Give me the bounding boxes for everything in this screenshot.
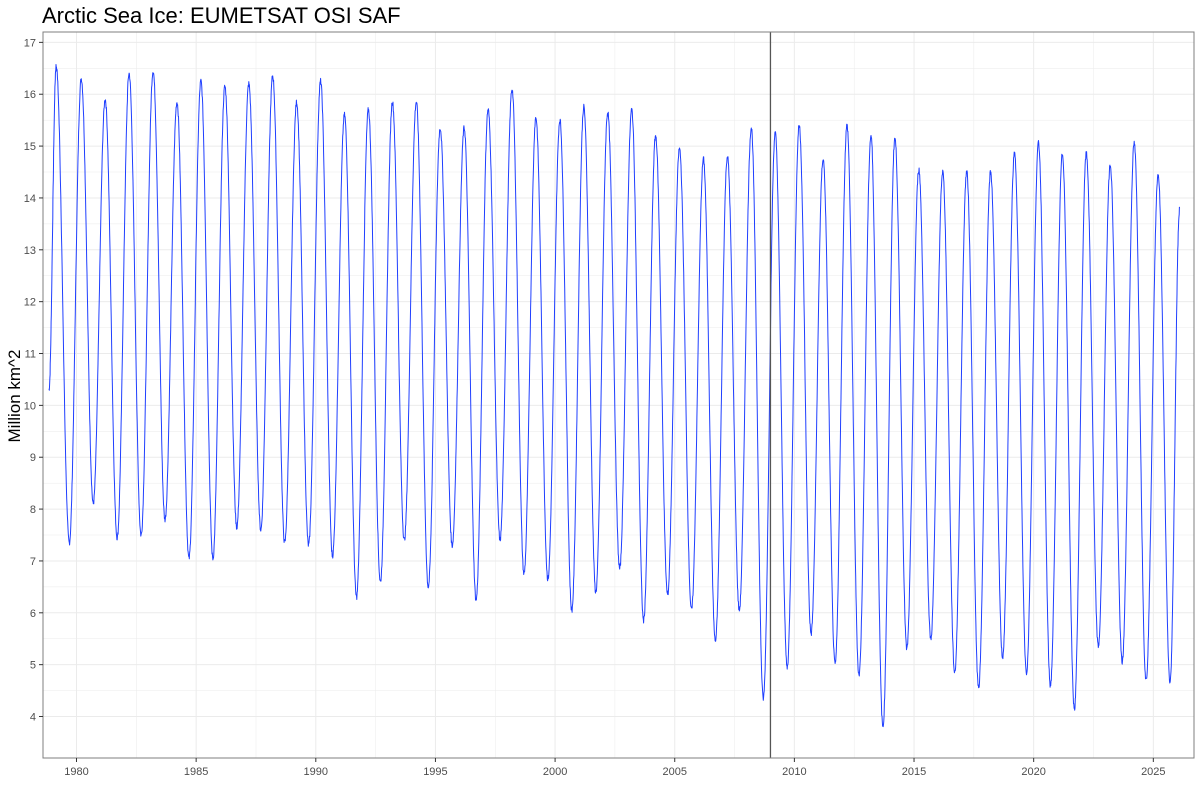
y-tick-label: 17 bbox=[24, 37, 36, 49]
x-tick-label: 2025 bbox=[1141, 766, 1165, 778]
y-axis-label: Million km^2 bbox=[5, 350, 24, 443]
major-gridlines bbox=[43, 32, 1194, 758]
x-tick-label: 1985 bbox=[184, 766, 208, 778]
y-tick-label: 12 bbox=[24, 297, 36, 309]
panel-border bbox=[42, 31, 1195, 759]
chart-title: Arctic Sea Ice: EUMETSAT OSI SAF bbox=[42, 3, 401, 28]
y-tick-label: 8 bbox=[30, 504, 36, 516]
x-tick-label: 2005 bbox=[662, 766, 686, 778]
x-tick-label: 2000 bbox=[543, 766, 567, 778]
y-tick-label: 6 bbox=[30, 608, 36, 620]
y-tick-label: 15 bbox=[24, 141, 36, 153]
x-tick-label: 2010 bbox=[782, 766, 806, 778]
x-tick-label: 1995 bbox=[423, 766, 447, 778]
y-tick-label: 10 bbox=[24, 400, 36, 412]
y-tick-label: 9 bbox=[30, 452, 36, 464]
y-tick-label: 16 bbox=[24, 89, 36, 101]
y-axis: 4 5 6 7 8 9 10 11 12 13 14 15 16 17 bbox=[24, 37, 43, 724]
y-tick-label: 14 bbox=[24, 193, 36, 205]
x-tick-label: 2020 bbox=[1021, 766, 1045, 778]
plot-panel bbox=[43, 32, 1194, 758]
series-line bbox=[48, 64, 1181, 728]
x-tick-label: 2015 bbox=[902, 766, 926, 778]
y-tick-label: 4 bbox=[30, 712, 36, 724]
x-axis: 1980 1985 1990 1995 2000 2005 2010 2015 2020 2025 bbox=[64, 758, 1166, 778]
y-tick-label: 7 bbox=[30, 556, 36, 568]
x-tick-label: 1990 bbox=[304, 766, 328, 778]
x-tick-label: 1980 bbox=[64, 766, 88, 778]
series-group bbox=[48, 64, 1181, 728]
y-tick-label: 13 bbox=[24, 245, 36, 257]
y-tick-label: 5 bbox=[30, 660, 36, 672]
y-tick-label: 11 bbox=[25, 349, 36, 361]
